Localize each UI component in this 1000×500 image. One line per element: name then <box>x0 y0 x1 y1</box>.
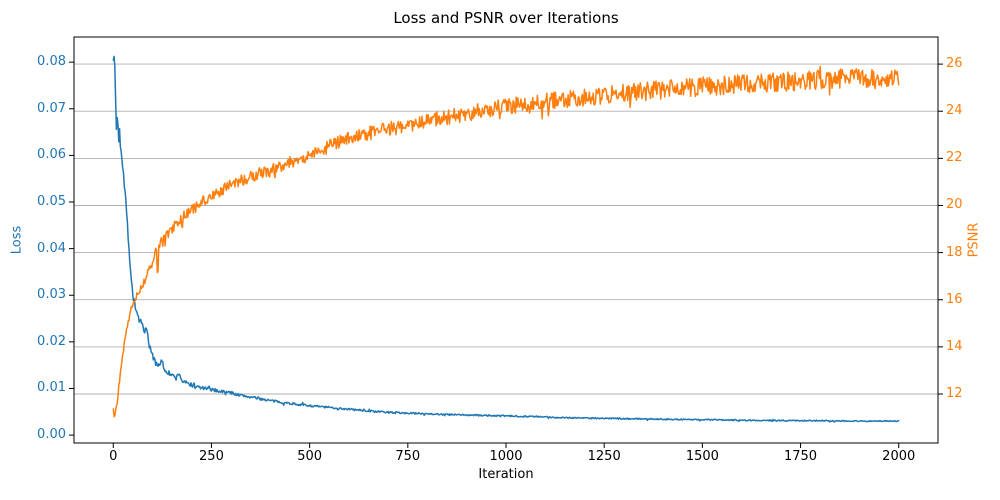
loss-tick-label: 0.07 <box>37 100 66 116</box>
psnr-tick-label: 18 <box>946 244 963 260</box>
psnr-tick-label: 12 <box>946 385 963 401</box>
series-line-loss <box>112 55 900 423</box>
x-tick-label: 0 <box>109 449 118 464</box>
x-tick-label: 750 <box>395 449 421 464</box>
x-tick-label: 1250 <box>587 449 621 464</box>
series-line-psnr <box>112 65 900 418</box>
loss-tick-label: 0.06 <box>37 147 66 163</box>
x-tick-label: 1500 <box>685 449 719 464</box>
x-tick-label: 250 <box>199 449 224 464</box>
x-tick-label: 1000 <box>489 449 523 464</box>
psnr-tick-label: 22 <box>946 150 963 166</box>
x-tick-label: 500 <box>297 449 323 464</box>
loss-tick-label: 0.02 <box>37 333 66 349</box>
loss-tick-label: 0.03 <box>37 287 66 303</box>
loss-tick-label: 0.05 <box>37 194 66 209</box>
chart-title: Loss and PSNR over Iterations <box>393 9 619 27</box>
psnr-tick-label: 16 <box>946 291 963 307</box>
psnr-tick-label: 24 <box>946 103 963 119</box>
psnr-tick-label: 26 <box>946 56 963 72</box>
axes-spines <box>73 36 939 444</box>
x-axis-label: Iteration <box>478 467 534 482</box>
loss-tick-label: 0.04 <box>37 240 66 256</box>
psnr-tick-label: 14 <box>946 338 963 354</box>
psnr-tick-label: 20 <box>946 197 963 213</box>
loss-tick-label: 0.08 <box>37 54 66 70</box>
loss-tick-label: 0.00 <box>37 427 66 443</box>
x-tick-label: 1750 <box>783 449 818 464</box>
loss-tick-label: 0.01 <box>37 380 66 396</box>
x-tick-label: 2000 <box>882 449 916 464</box>
